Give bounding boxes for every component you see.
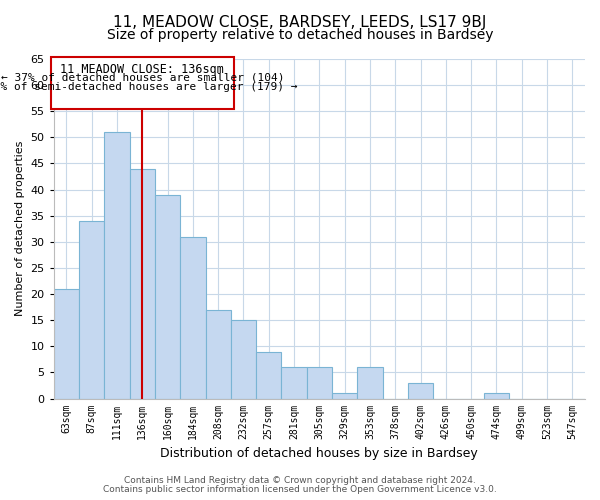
Bar — [79, 221, 104, 398]
Bar — [281, 367, 307, 398]
Bar — [180, 236, 206, 398]
Bar — [54, 289, 79, 399]
Bar — [206, 310, 231, 398]
Text: Size of property relative to detached houses in Bardsey: Size of property relative to detached ho… — [107, 28, 493, 42]
Text: 63% of semi-detached houses are larger (179) →: 63% of semi-detached houses are larger (… — [0, 82, 298, 92]
Bar — [155, 195, 180, 398]
Text: 11 MEADOW CLOSE: 136sqm: 11 MEADOW CLOSE: 136sqm — [61, 62, 224, 76]
Text: Contains HM Land Registry data © Crown copyright and database right 2024.: Contains HM Land Registry data © Crown c… — [124, 476, 476, 485]
Text: 11, MEADOW CLOSE, BARDSEY, LEEDS, LS17 9BJ: 11, MEADOW CLOSE, BARDSEY, LEEDS, LS17 9… — [113, 15, 487, 30]
Bar — [231, 320, 256, 398]
Bar — [332, 394, 358, 398]
Text: ← 37% of detached houses are smaller (104): ← 37% of detached houses are smaller (10… — [1, 72, 284, 83]
Bar — [130, 168, 155, 398]
Bar — [484, 394, 509, 398]
Bar — [358, 367, 383, 398]
Bar — [307, 367, 332, 398]
Bar — [104, 132, 130, 398]
Bar — [256, 352, 281, 399]
Y-axis label: Number of detached properties: Number of detached properties — [15, 141, 25, 316]
Bar — [408, 383, 433, 398]
X-axis label: Distribution of detached houses by size in Bardsey: Distribution of detached houses by size … — [160, 447, 478, 460]
Text: Contains public sector information licensed under the Open Government Licence v3: Contains public sector information licen… — [103, 484, 497, 494]
